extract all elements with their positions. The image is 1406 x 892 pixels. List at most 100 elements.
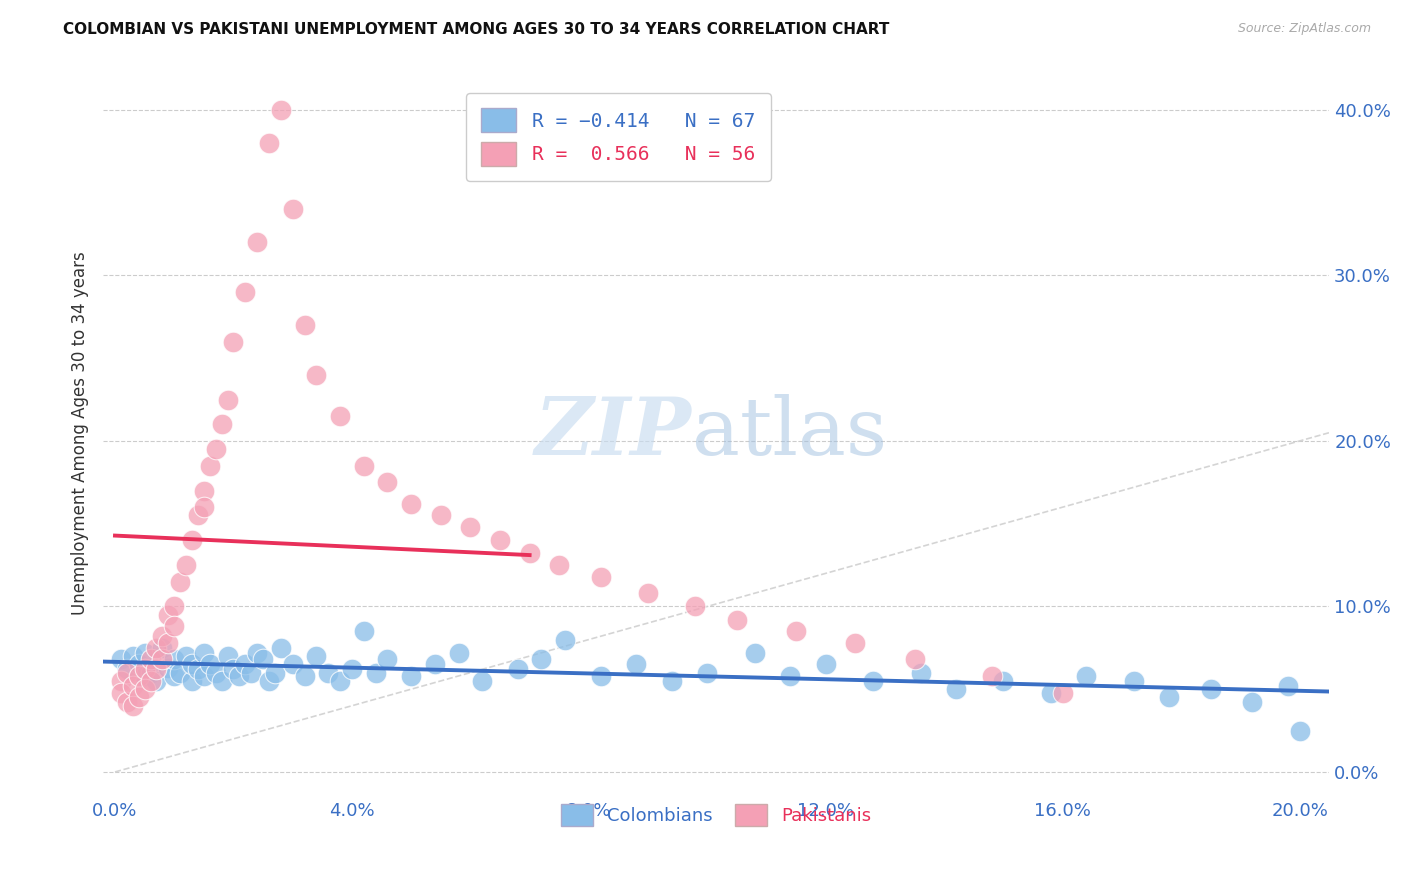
Point [121, 649, 143, 664]
Point [305, 649, 328, 664]
Point [329, 673, 352, 688]
Point [110, 673, 132, 688]
Point [193, 646, 215, 660]
Point [222, 334, 245, 349]
Point [423, 657, 446, 672]
Point [163, 669, 186, 683]
Point [198, 458, 221, 473]
Legend: Colombians, Pakistanis: Colombians, Pakistanis [551, 795, 882, 835]
Point [181, 673, 204, 688]
Point [252, 652, 274, 666]
Point [128, 669, 150, 683]
Point [1241, 695, 1264, 709]
Point [110, 685, 132, 699]
Point [506, 662, 529, 676]
Point [228, 669, 250, 683]
Point [217, 392, 239, 407]
Point [904, 652, 927, 666]
Point [281, 202, 304, 217]
Point [725, 613, 748, 627]
Point [429, 508, 451, 523]
Y-axis label: Unemployment Among Ages 30 to 34 years: Unemployment Among Ages 30 to 34 years [72, 251, 89, 615]
Point [1039, 685, 1062, 699]
Point [233, 285, 256, 299]
Point [844, 636, 866, 650]
Point [1277, 679, 1299, 693]
Point [589, 569, 612, 583]
Point [145, 640, 167, 655]
Point [163, 619, 186, 633]
Point [145, 673, 167, 688]
Point [128, 657, 150, 672]
Point [204, 665, 226, 680]
Point [530, 652, 553, 666]
Point [121, 698, 143, 713]
Point [121, 679, 143, 693]
Point [134, 682, 156, 697]
Point [945, 682, 967, 697]
Point [115, 662, 138, 676]
Point [340, 662, 363, 676]
Point [364, 665, 387, 680]
Point [1288, 723, 1310, 738]
Point [377, 652, 399, 666]
Point [134, 646, 156, 660]
Point [316, 665, 339, 680]
Point [305, 368, 328, 382]
Point [193, 483, 215, 498]
Point [240, 665, 263, 680]
Point [204, 442, 226, 457]
Point [257, 673, 280, 688]
Point [685, 599, 707, 614]
Point [193, 669, 215, 683]
Point [257, 136, 280, 150]
Point [1159, 690, 1181, 705]
Point [150, 640, 173, 655]
Point [174, 558, 197, 572]
Point [294, 669, 316, 683]
Point [115, 665, 138, 680]
Point [779, 669, 801, 683]
Point [110, 652, 132, 666]
Point [222, 662, 245, 676]
Point [157, 607, 180, 622]
Point [1199, 682, 1222, 697]
Point [139, 673, 162, 688]
Point [128, 690, 150, 705]
Point [353, 624, 375, 639]
Point [198, 657, 221, 672]
Point [696, 665, 718, 680]
Point [181, 657, 204, 672]
Point [264, 665, 287, 680]
Point [399, 669, 422, 683]
Point [377, 475, 399, 490]
Point [281, 657, 304, 672]
Point [134, 669, 156, 683]
Text: COLOMBIAN VS PAKISTANI UNEMPLOYMENT AMONG AGES 30 TO 34 YEARS CORRELATION CHART: COLOMBIAN VS PAKISTANI UNEMPLOYMENT AMON… [63, 22, 890, 37]
Point [174, 649, 197, 664]
Point [163, 599, 186, 614]
Point [637, 586, 659, 600]
Point [139, 652, 162, 666]
Point [589, 669, 612, 683]
Point [134, 662, 156, 676]
Point [139, 665, 162, 680]
Text: Source: ZipAtlas.com: Source: ZipAtlas.com [1237, 22, 1371, 36]
Point [910, 665, 932, 680]
Point [181, 533, 204, 548]
Point [145, 662, 167, 676]
Point [399, 497, 422, 511]
Point [217, 649, 239, 664]
Point [1076, 669, 1098, 683]
Point [626, 657, 648, 672]
Point [814, 657, 837, 672]
Point [489, 533, 512, 548]
Point [661, 673, 683, 688]
Point [548, 558, 571, 572]
Point [157, 636, 180, 650]
Point [294, 318, 316, 332]
Point [163, 652, 186, 666]
Point [246, 235, 269, 250]
Point [187, 508, 209, 523]
Point [211, 673, 233, 688]
